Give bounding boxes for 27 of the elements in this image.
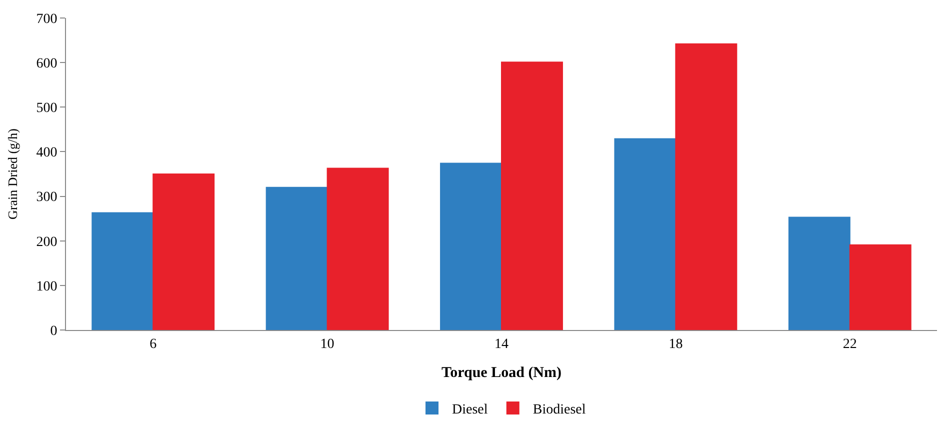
y-tick-label: 700 — [36, 12, 58, 27]
bar — [614, 138, 676, 330]
bar — [788, 216, 850, 330]
y-tick-label: 300 — [36, 190, 58, 206]
y-tick-label: 600 — [36, 56, 58, 72]
x-tick-label: 6 — [150, 336, 157, 352]
y-axis-title: Grain Dried (g/h) — [5, 128, 20, 220]
bar — [501, 62, 563, 330]
y-tick-label: 100 — [36, 279, 58, 294]
y-tick-label: 400 — [36, 146, 58, 161]
y-tick-label: 0 — [50, 324, 58, 339]
x-tick-label: 10 — [320, 336, 334, 352]
bar — [440, 162, 502, 330]
x-tick-label: 22 — [842, 336, 857, 352]
x-axis-title: Torque Load (Nm) — [441, 364, 562, 381]
bar — [849, 244, 912, 330]
x-tick-label: 14 — [494, 336, 508, 352]
bar — [92, 212, 154, 330]
bar — [266, 186, 328, 330]
y-tick-label: 200 — [36, 234, 58, 250]
bar — [152, 174, 215, 330]
legend-label: Diesel — [452, 402, 488, 418]
bar — [675, 43, 738, 330]
y-tick-label: 500 — [36, 101, 58, 116]
bar — [326, 168, 389, 330]
legend-label: Biodiesel — [532, 402, 586, 418]
x-tick-label: 18 — [668, 336, 683, 352]
